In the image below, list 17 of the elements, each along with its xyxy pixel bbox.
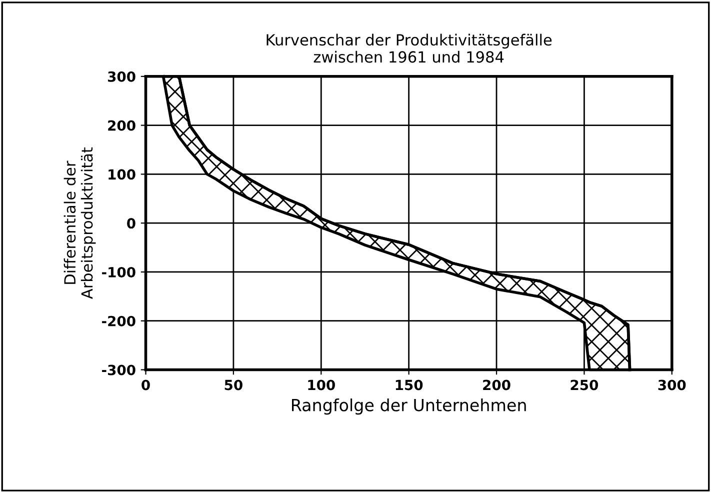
y-tick-label: -300 <box>102 364 136 376</box>
x-tick-label: 300 <box>658 380 686 390</box>
x-tick-label: 0 <box>142 380 150 390</box>
y-tick-label: -100 <box>102 266 136 278</box>
x-tick-label: 100 <box>308 380 335 390</box>
y-tick-label: 300 <box>108 71 136 82</box>
x-tick-label: 200 <box>483 380 510 390</box>
x-tick-label: 250 <box>570 380 598 390</box>
y-tick-label: 200 <box>108 120 136 131</box>
y-tick-label: 0 <box>127 218 136 229</box>
x-tick-label: 50 <box>224 380 242 390</box>
y-axis-title: Differentiale der Arbeitsproduktivität <box>64 147 96 300</box>
x-axis-title: Rangfolge der Unternehmen <box>292 398 526 415</box>
y-tick-label: -200 <box>102 316 136 326</box>
y-tick-label: 100 <box>108 169 136 180</box>
chart-title: Kurvenschar der Produktivitätsgefälle zwischen 1961 und 1984 <box>266 34 552 63</box>
x-tick-label: 150 <box>396 380 423 390</box>
